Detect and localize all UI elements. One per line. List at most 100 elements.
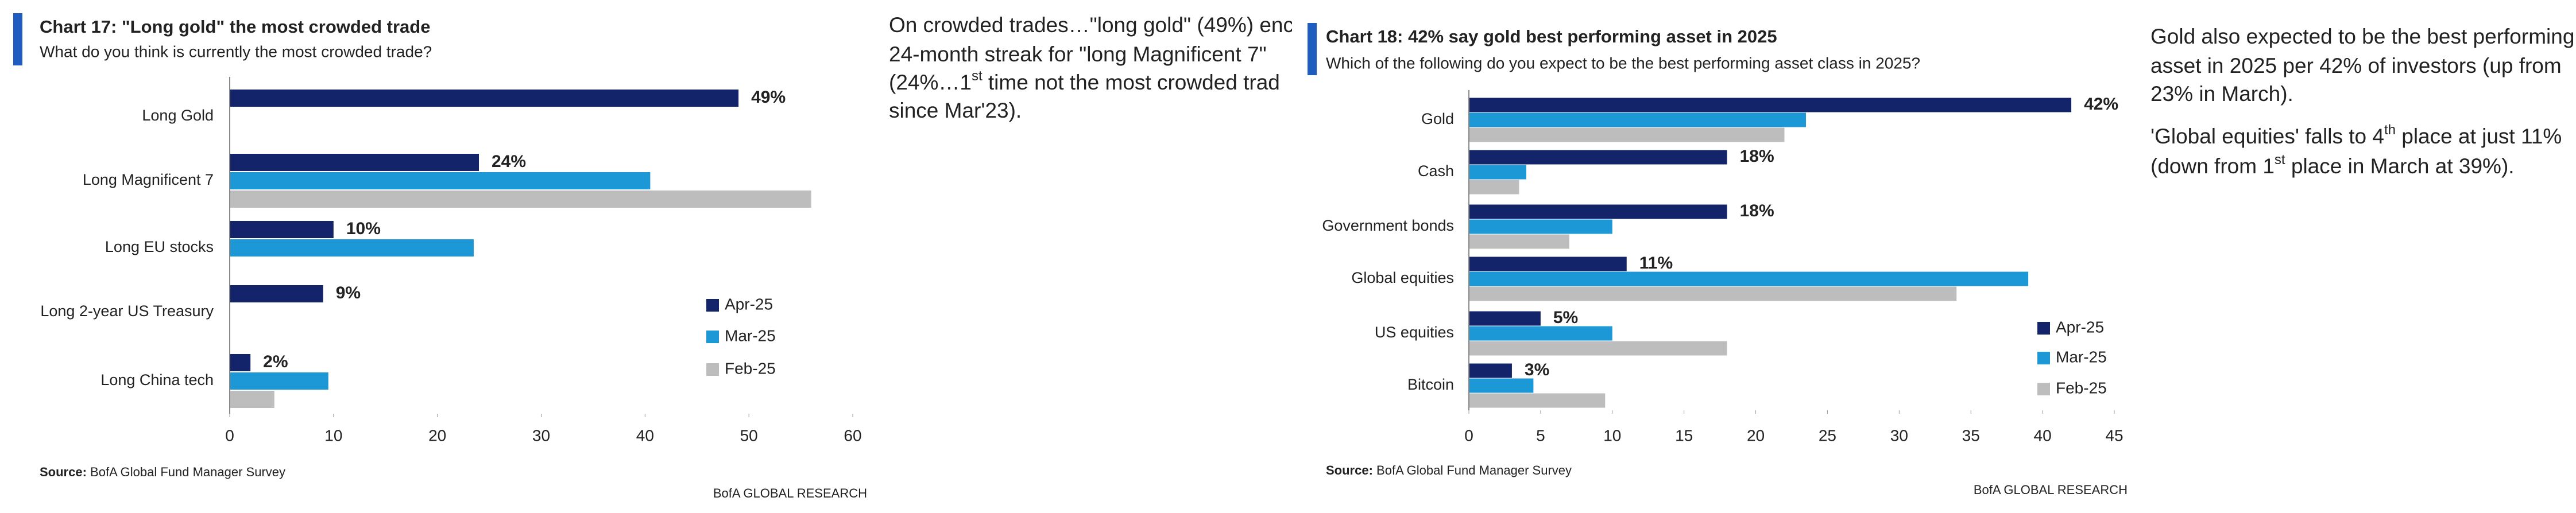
- x-tick-label: 30: [532, 426, 550, 444]
- bar: [230, 391, 274, 408]
- source-label: Source:: [1326, 463, 1373, 477]
- commentary-line: 'Global equities' falls to 4th​ place at…: [2150, 122, 2562, 147]
- y-tick-label: Long 2-year US Treasury: [40, 302, 214, 320]
- data-label: 5%: [1553, 308, 1578, 327]
- data-label: 3%: [1525, 360, 1549, 379]
- legend-swatch: [2037, 352, 2050, 364]
- bar: [1469, 219, 1612, 234]
- bar: [1469, 256, 1627, 271]
- data-label: 10%: [346, 219, 381, 238]
- superscript: th: [2384, 122, 2396, 138]
- legend-swatch: [2037, 322, 2050, 335]
- text-run: Gold also expected to be the best perfor…: [2150, 25, 2574, 48]
- text-run: 'Global equities' falls to 4: [2150, 125, 2384, 148]
- bar: [1469, 271, 2029, 286]
- source-label: Source:: [40, 465, 87, 479]
- bar: [1469, 393, 1606, 408]
- commentary-line: (down from 1st​ place in March at 39%).: [2150, 152, 2515, 177]
- bar: [230, 172, 651, 189]
- text-run: asset in 2025 per 42% of investors (up f…: [2150, 54, 2562, 77]
- bar: [1469, 165, 1526, 180]
- legend-swatch: [706, 299, 719, 312]
- data-label: 49%: [751, 88, 786, 107]
- data-label: 24%: [492, 152, 526, 171]
- legend-swatch: [2037, 383, 2050, 395]
- legend-label: Apr-25: [725, 295, 773, 313]
- commentary-line: 23% in March).: [2150, 82, 2293, 106]
- commentary-line: since Mar'23).: [889, 99, 1022, 122]
- x-tick-label: 0: [225, 426, 234, 444]
- bar: [1469, 286, 1957, 301]
- bar: [1469, 234, 1569, 249]
- text-run: On crowded trades…"long gold" (49%) enc: [889, 13, 1294, 37]
- commentary-line: Gold also expected to be the best perfor…: [2150, 25, 2574, 48]
- text-run: 23% in March).: [2150, 82, 2293, 106]
- y-tick-label: US equities: [1375, 324, 1454, 341]
- commentary-line: asset in 2025 per 42% of investors (up f…: [2150, 54, 2562, 77]
- x-tick-label: 25: [1819, 426, 1836, 444]
- legend-label: Mar-25: [2056, 348, 2107, 366]
- bar: [1469, 98, 2072, 112]
- bar: [230, 372, 328, 390]
- y-tick-label: Gold: [1421, 110, 1454, 127]
- commentary: On crowded trades…"long gold" (49%) enc 2…: [889, 13, 1294, 122]
- source-text: BofA Global Fund Manager Survey: [90, 465, 285, 479]
- x-tick-label: 10: [324, 426, 342, 444]
- y-tick-label: Bitcoin: [1407, 376, 1454, 393]
- y-tick-label: Long Magnificent 7: [83, 171, 214, 188]
- x-tick-label: 45: [2105, 426, 2123, 444]
- x-tick-label: 40: [2034, 426, 2052, 444]
- commentary-line: (24%…1st​ time not the most crowded trad: [889, 68, 1280, 94]
- chart-subtitle: Which of the following do you expect to …: [1326, 54, 1920, 72]
- text-run: time not the most crowded trad: [983, 71, 1280, 94]
- data-label: 18%: [1740, 201, 1774, 220]
- bar: [1469, 311, 1541, 326]
- credit: BofA GLOBAL RESEARCH: [713, 486, 867, 500]
- bar: [1469, 150, 1727, 165]
- bar: [1469, 341, 1727, 356]
- y-tick-label: Long EU stocks: [105, 238, 214, 255]
- data-label: 42%: [2084, 95, 2118, 114]
- source: Source: BofA Global Fund Manager Survey: [40, 465, 285, 479]
- data-label: 11%: [1639, 254, 1673, 273]
- commentary-line: 24-month streak for "long Magnificent 7": [889, 42, 1267, 66]
- legend-swatch: [706, 363, 719, 376]
- bar: [230, 90, 739, 107]
- credit: BofA GLOBAL RESEARCH: [1974, 483, 2128, 497]
- x-tick-label: 60: [844, 426, 861, 444]
- bar: [1469, 112, 1806, 127]
- commentary-line: On crowded trades…"long gold" (49%) enc: [889, 13, 1294, 37]
- bar: [230, 354, 251, 371]
- bar: [230, 221, 334, 238]
- superscript: st: [2275, 152, 2285, 168]
- x-tick-label: 10: [1603, 426, 1621, 444]
- bar: [1469, 127, 1785, 142]
- x-tick-label: 50: [740, 426, 758, 444]
- legend-label: Feb-25: [725, 359, 776, 377]
- source-text: BofA Global Fund Manager Survey: [1376, 463, 1572, 477]
- legend-label: Feb-25: [2056, 379, 2107, 397]
- y-tick-label: Government bonds: [1322, 217, 1454, 234]
- text-run: 24-month streak for "long Magnificent 7": [889, 42, 1267, 66]
- bar: [1469, 378, 1534, 393]
- data-label: 2%: [263, 352, 288, 371]
- bar: [1469, 180, 1519, 195]
- x-tick-label: 15: [1675, 426, 1693, 444]
- text-run: place in March at 39%).: [2285, 154, 2515, 178]
- bar: [230, 191, 811, 208]
- y-tick-label: Long Gold: [142, 107, 214, 124]
- bar: [230, 154, 479, 171]
- bar: [1469, 204, 1727, 219]
- title-accent: [13, 13, 22, 65]
- superscript: st: [972, 68, 983, 84]
- text-run: (down from 1: [2150, 154, 2275, 178]
- y-tick-label: Global equities: [1351, 269, 1454, 286]
- chart-title: Chart 18: 42% say gold best performing a…: [1326, 26, 1777, 46]
- x-tick-label: 5: [1536, 426, 1545, 444]
- text-run: (24%…1: [889, 71, 972, 94]
- text-run: place at just 11%: [2396, 125, 2562, 148]
- x-tick-label: 40: [636, 426, 654, 444]
- title-accent: [1308, 23, 1317, 75]
- chart-subtitle: What do you think is currently the most …: [40, 42, 432, 60]
